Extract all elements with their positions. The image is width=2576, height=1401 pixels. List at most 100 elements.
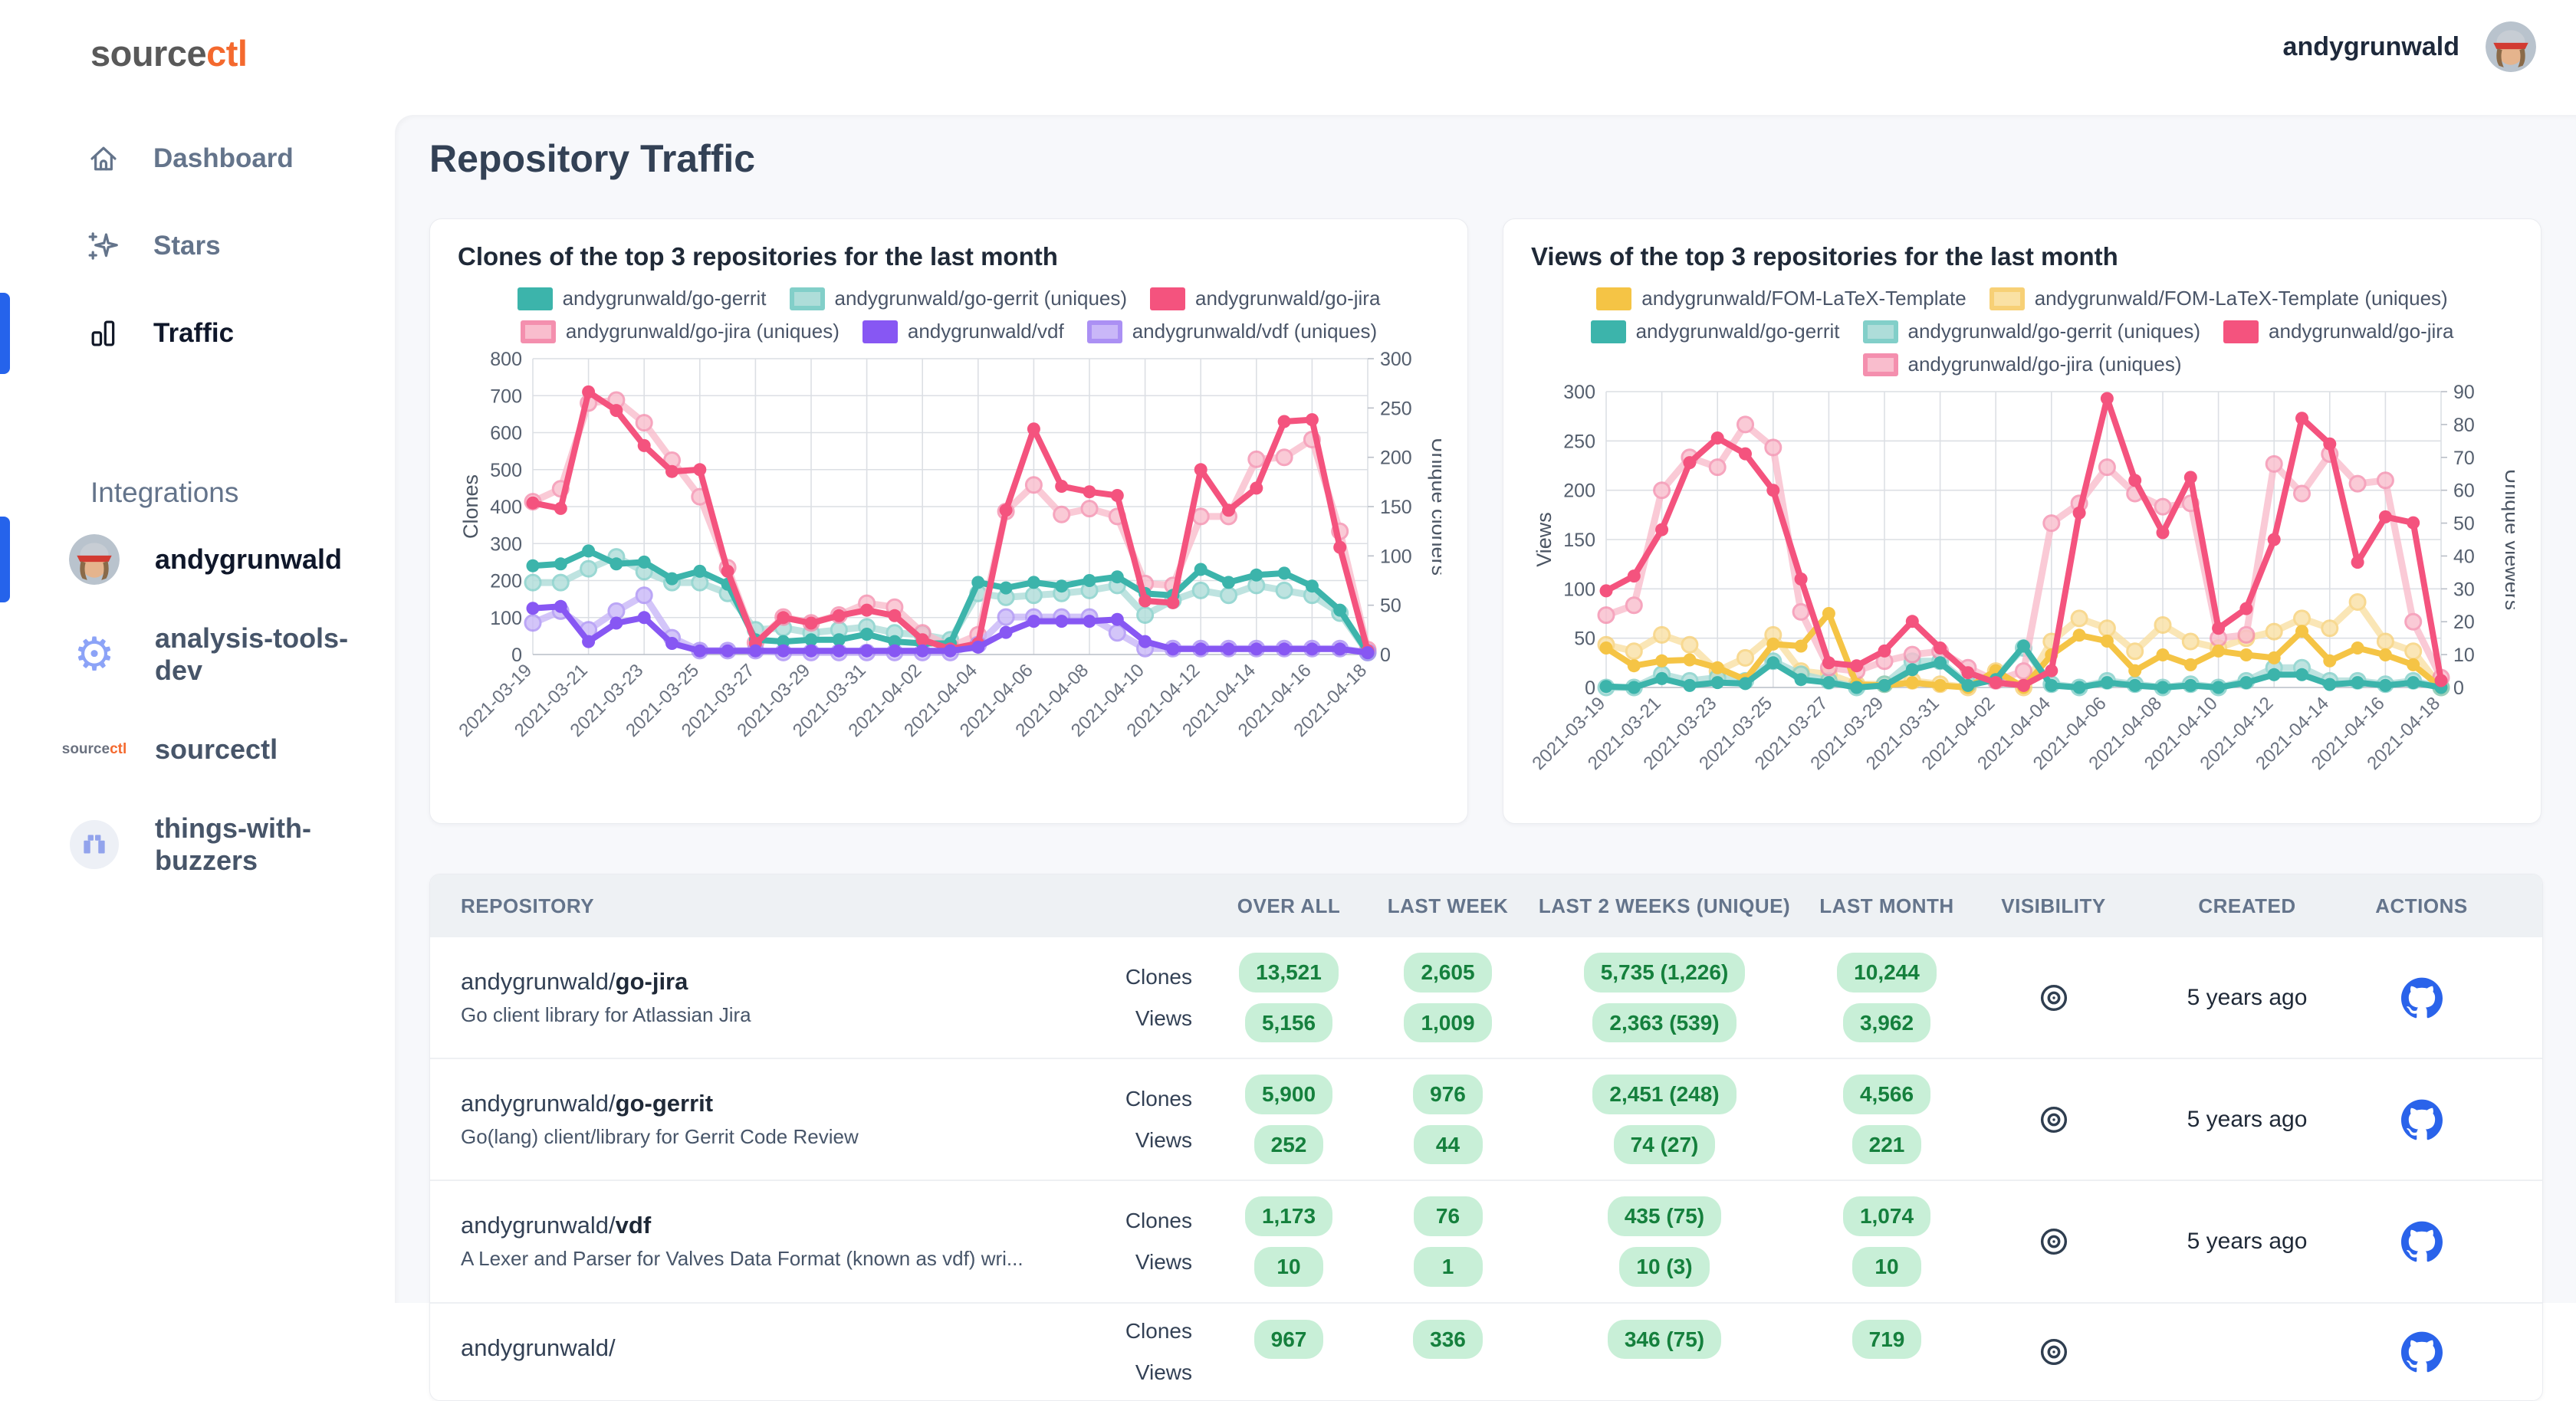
metric-badge: 76 — [1413, 1196, 1483, 1236]
clones-chart-card: Clones of the top 3 repositories for the… — [429, 218, 1468, 824]
gear-icon: ⚙ — [74, 628, 115, 681]
clones-line-chart: 2021-03-192021-03-212021-03-232021-03-25… — [458, 349, 1441, 741]
views-label: Views — [1135, 1360, 1192, 1384]
clones-label: Clones — [1125, 1318, 1192, 1343]
last-2-weeks-cell: 346 (75) — [1530, 1319, 1799, 1384]
legend-item: andygrunwald/go-gerrit — [1590, 320, 1840, 343]
visibility-eye-icon[interactable] — [1975, 1224, 2132, 1259]
github-link-icon[interactable] — [2362, 1221, 2481, 1262]
integration-item-andygrunwald[interactable]: andygrunwald — [0, 512, 395, 607]
main-content: Repository Traffic Clones of the top 3 r… — [395, 115, 2576, 1401]
legend-label: andygrunwald/go-gerrit (uniques) — [834, 287, 1128, 310]
chart-cards: Clones of the top 3 repositories for the… — [429, 218, 2542, 824]
legend-item: andygrunwald/vdf — [862, 320, 1064, 343]
visibility-eye-icon[interactable] — [1975, 1102, 2132, 1137]
integration-item-things-with-buzzers[interactable]: things-with-buzzers — [0, 797, 395, 892]
svg-text:0: 0 — [1380, 645, 1391, 666]
svg-text:30: 30 — [2453, 579, 2475, 600]
metric-labels: Clones Views — [1097, 1209, 1212, 1275]
table-row[interactable]: andygrunwald/ Clones Views 967 336 346 (… — [430, 1301, 2542, 1400]
svg-text:300: 300 — [490, 533, 522, 555]
svg-text:50: 50 — [2453, 513, 2475, 535]
home-icon — [86, 141, 121, 176]
created-date: 5 years ago — [2187, 1106, 2308, 1132]
col-actions: ACTIONS — [2375, 894, 2468, 917]
visibility-eye-icon[interactable] — [1975, 980, 2132, 1015]
repo-name: andygrunwald/go-gerrit — [461, 1090, 714, 1117]
last-2-weeks-cell: 435 (75) 10 (3) — [1530, 1196, 1799, 1287]
created-date: 5 years ago — [2187, 1228, 2308, 1254]
views-label: Views — [1135, 1249, 1192, 1274]
integration-item-sourcectl[interactable]: sourcectl sourcectl — [0, 702, 395, 797]
user-menu[interactable]: andygrunwald — [2283, 21, 2536, 72]
legend-swatch — [520, 320, 556, 343]
svg-text:40: 40 — [2453, 546, 2475, 567]
legend-label: andygrunwald/go-gerrit — [562, 287, 767, 310]
metric-badge: 221 — [1852, 1124, 1922, 1165]
bar-chart-icon — [86, 316, 121, 351]
metric-badge: 1,009 — [1404, 1002, 1492, 1043]
github-link-icon[interactable] — [2362, 1099, 2481, 1140]
legend-swatch — [1862, 320, 1898, 343]
github-link-icon[interactable] — [2362, 977, 2481, 1019]
svg-text:70: 70 — [2453, 448, 2475, 469]
chart-title: Views of the top 3 repositories for the … — [1531, 242, 2118, 271]
page-title: Repository Traffic — [429, 137, 756, 180]
svg-text:300: 300 — [1563, 382, 1595, 403]
clones-label: Clones — [1125, 964, 1192, 989]
views-label: Views — [1135, 1006, 1192, 1030]
legend-swatch — [862, 320, 898, 343]
chart-legend: andygrunwald/FOM-LaTeX-Template andygrunw… — [1531, 287, 2513, 376]
last-month-cell: 4,566 221 — [1799, 1075, 1975, 1165]
repo-cell: andygrunwald/go-jira Go client library f… — [430, 968, 1097, 1027]
legend-label: andygrunwald/go-jira (uniques) — [565, 320, 840, 343]
legend-item: andygrunwald/go-jira — [2223, 320, 2453, 343]
legend-label: andygrunwald/go-gerrit (uniques) — [1907, 320, 2201, 343]
active-indicator — [0, 517, 10, 602]
metric-labels: Clones Views — [1097, 965, 1212, 1031]
integration-item-analysis-tools-dev[interactable]: ⚙ analysis-tools-dev — [0, 607, 395, 702]
top-bar — [0, 0, 2576, 115]
integration-label: things-with-buzzers — [155, 812, 311, 876]
metric-badge: 3,962 — [1842, 1002, 1931, 1043]
svg-text:250: 250 — [1380, 398, 1412, 419]
sidebar-item-traffic[interactable]: Traffic — [0, 290, 395, 377]
metric-badge: 719 — [1852, 1319, 1922, 1360]
integration-label: sourcectl — [155, 733, 278, 765]
svg-text:90: 90 — [2453, 382, 2475, 403]
sidebar-item-dashboard[interactable]: Dashboard — [0, 115, 395, 202]
metric-badge: 13,521 — [1239, 953, 1339, 993]
last-week-cell: 336 — [1365, 1319, 1530, 1384]
svg-text:Unique viewers: Unique viewers — [2501, 469, 2515, 611]
legend-swatch — [1150, 287, 1186, 310]
table-row[interactable]: andygrunwald/vdf A Lexer and Parser for … — [430, 1180, 2542, 1301]
legend-item: andygrunwald/go-jira (uniques) — [520, 320, 840, 343]
svg-text:50: 50 — [1574, 628, 1595, 650]
metric-badge: 10 (3) — [1619, 1246, 1710, 1287]
last-2-weeks-cell: 2,451 (248) 74 (27) — [1530, 1075, 1799, 1165]
metric-badge: 44 — [1413, 1124, 1483, 1165]
metric-badge: 1,074 — [1842, 1196, 1931, 1236]
legend-label: andygrunwald/go-jira (uniques) — [1907, 353, 2182, 376]
table-row[interactable]: andygrunwald/go-jira Go client library f… — [430, 937, 2542, 1058]
sparkles-icon — [86, 228, 121, 264]
svg-text:20: 20 — [2453, 612, 2475, 633]
views-label: Views — [1135, 1127, 1192, 1152]
repo-name: andygrunwald/ — [461, 1334, 616, 1361]
metric-badge: 1 — [1413, 1246, 1483, 1287]
sidebar: sourcectl Dashboard Stars — [0, 0, 395, 1303]
github-link-icon[interactable] — [2362, 1331, 2481, 1373]
visibility-eye-icon[interactable] — [1975, 1334, 2132, 1370]
svg-text:80: 80 — [2453, 415, 2475, 436]
app-logo[interactable]: sourcectl — [90, 33, 248, 74]
svg-text:600: 600 — [490, 423, 522, 445]
table-header: REPOSITORY OVER ALL LAST WEEK LAST 2 WEE… — [430, 874, 2542, 937]
sidebar-item-label: Stars — [153, 231, 221, 261]
last-week-cell: 76 1 — [1365, 1196, 1530, 1287]
legend-swatch — [1989, 287, 2025, 310]
sidebar-item-stars[interactable]: Stars — [0, 202, 395, 290]
svg-text:700: 700 — [490, 386, 522, 407]
legend-label: andygrunwald/go-gerrit — [1635, 320, 1840, 343]
overall-cell: 967 — [1212, 1319, 1365, 1384]
table-row[interactable]: andygrunwald/go-gerrit Go(lang) client/l… — [430, 1058, 2542, 1180]
